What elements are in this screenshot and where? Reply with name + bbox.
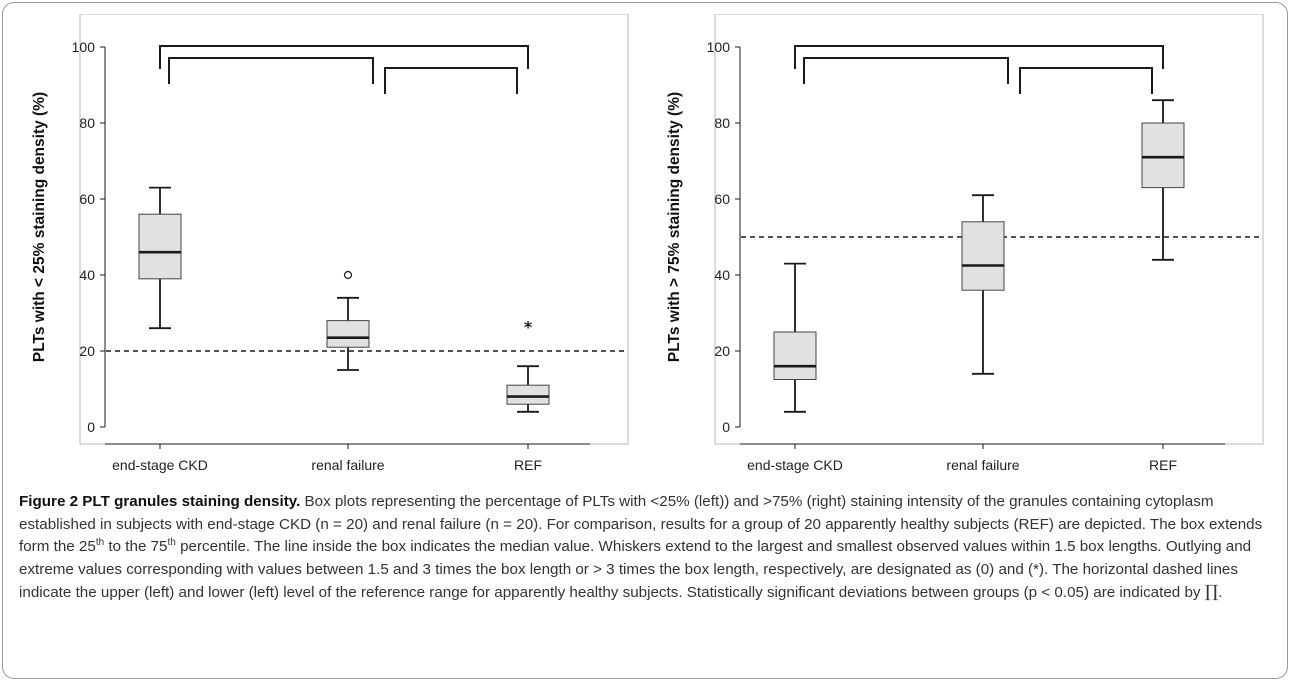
y-tick-label: 40	[714, 267, 730, 283]
box-iqr	[961, 221, 1005, 291]
y-tick-label: 60	[79, 191, 95, 207]
figure-caption: Figure 2 PLT granules staining density. …	[19, 491, 1274, 605]
x-tick-label: renal failure	[311, 457, 384, 473]
y-tick-label: 100	[707, 39, 731, 55]
caption-superscript: th	[95, 537, 105, 549]
y-tick-label: 100	[72, 39, 96, 55]
significance-bracket	[803, 57, 1009, 84]
caption-superscript: th	[167, 537, 176, 549]
significance-bracket	[794, 45, 1164, 69]
box-iqr	[326, 320, 370, 348]
y-tick-label: 60	[714, 191, 730, 207]
y-axis-label: PLTs with > 75% staining density (%)	[666, 92, 683, 362]
significance-bracket	[384, 67, 518, 94]
x-tick-label: end-stage CKD	[112, 457, 208, 473]
significance-bracket	[168, 57, 374, 84]
x-tick-label: REF	[514, 457, 542, 473]
caption-text: percentile. The line inside the box indi…	[19, 538, 1252, 602]
box-iqr	[1141, 122, 1185, 189]
box-iqr	[138, 213, 182, 280]
y-tick-label: 0	[722, 419, 730, 435]
box-plot-right: 0 20 40 60 80 100 PLTs with > 75% staining den…	[666, 14, 1264, 473]
y-tick-label: 20	[714, 343, 730, 359]
box-iqr	[506, 384, 550, 405]
caption-text: Box plots representing the percentage of…	[19, 493, 1263, 556]
x-tick-label: renal failure	[946, 457, 1019, 473]
significance-bracket	[1019, 67, 1153, 94]
significance-bracket	[159, 45, 529, 69]
caption-title: Figure 2 PLT granules staining density.	[19, 493, 301, 510]
caption-end: .	[1218, 584, 1223, 602]
y-tick-label: 20	[79, 343, 95, 359]
outlier-point	[343, 270, 353, 280]
caption-text: to the 75	[104, 538, 168, 556]
box-plot-left: 0 20 40 60 80 100 PLTs with < 25% staining den…	[31, 14, 629, 473]
y-axis-label: PLTs with < 25% staining density (%)	[31, 92, 48, 362]
x-tick-label: end-stage CKD	[747, 457, 843, 473]
y-tick-label: 40	[79, 267, 95, 283]
y-tick-label: 0	[87, 419, 95, 435]
box-iqr	[773, 331, 817, 380]
significance-symbol: ∏	[1204, 582, 1219, 603]
y-tick-label: 80	[79, 115, 95, 131]
x-tick-label: REF	[1149, 457, 1177, 473]
extreme-point: *	[524, 317, 533, 336]
y-tick-label: 80	[714, 115, 730, 131]
